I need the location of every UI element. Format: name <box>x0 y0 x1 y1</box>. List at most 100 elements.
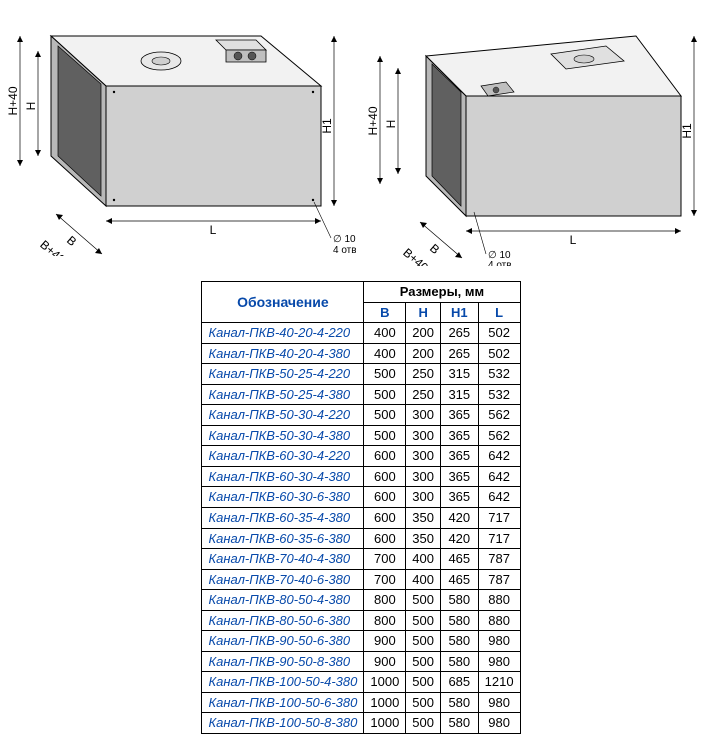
value-cell: 200 <box>406 323 441 344</box>
value-cell: 580 <box>441 590 479 611</box>
value-cell: 200 <box>406 343 441 364</box>
table-row: Канал-ПКВ-60-30-4-380600300365642 <box>202 466 520 487</box>
value-cell: 420 <box>441 508 479 529</box>
value-cell: 420 <box>441 528 479 549</box>
model-cell: Канал-ПКВ-90-50-6-380 <box>202 631 364 652</box>
value-cell: 250 <box>406 384 441 405</box>
value-cell: 500 <box>364 405 406 426</box>
value-cell: 300 <box>406 446 441 467</box>
model-cell: Канал-ПКВ-70-40-4-380 <box>202 549 364 570</box>
column-header: B <box>364 302 406 323</box>
table-row: Канал-ПКВ-80-50-4-380800500580880 <box>202 590 520 611</box>
model-cell: Канал-ПКВ-50-30-4-380 <box>202 425 364 446</box>
dim-H1-r: H1 <box>680 123 694 139</box>
table-row: Канал-ПКВ-90-50-8-380900500580980 <box>202 651 520 672</box>
column-header: H <box>406 302 441 323</box>
value-cell: 500 <box>406 631 441 652</box>
value-cell: 300 <box>406 405 441 426</box>
value-cell: 1210 <box>478 672 520 693</box>
dimensions-header: Размеры, мм <box>364 282 520 303</box>
value-cell: 315 <box>441 384 479 405</box>
value-cell: 350 <box>406 508 441 529</box>
value-cell: 700 <box>364 569 406 590</box>
value-cell: 880 <box>478 610 520 631</box>
dim-Hplus40: H+40 <box>6 86 20 115</box>
value-cell: 465 <box>441 569 479 590</box>
table-row: Канал-ПКВ-60-35-6-380600350420717 <box>202 528 520 549</box>
designation-header: Обозначение <box>202 282 364 323</box>
model-cell: Канал-ПКВ-60-35-4-380 <box>202 508 364 529</box>
value-cell: 642 <box>478 487 520 508</box>
value-cell: 1000 <box>364 692 406 713</box>
value-cell: 365 <box>441 466 479 487</box>
diagram-right: H+40 H H1 L B B+40 ∅ 10 <box>366 6 716 271</box>
value-cell: 500 <box>406 590 441 611</box>
value-cell: 900 <box>364 651 406 672</box>
model-cell: Канал-ПКВ-40-20-4-380 <box>202 343 364 364</box>
value-cell: 500 <box>406 713 441 734</box>
value-cell: 365 <box>441 425 479 446</box>
value-cell: 400 <box>364 343 406 364</box>
value-cell: 500 <box>406 672 441 693</box>
value-cell: 642 <box>478 446 520 467</box>
value-cell: 265 <box>441 343 479 364</box>
value-cell: 980 <box>478 713 520 734</box>
value-cell: 365 <box>441 446 479 467</box>
value-cell: 580 <box>441 713 479 734</box>
dim-H: H <box>24 102 38 111</box>
model-cell: Канал-ПКВ-50-25-4-380 <box>202 384 364 405</box>
dim-B: B <box>64 233 79 249</box>
value-cell: 600 <box>364 528 406 549</box>
model-cell: Канал-ПКВ-60-30-4-380 <box>202 466 364 487</box>
table-row: Канал-ПКВ-90-50-6-380900500580980 <box>202 631 520 652</box>
value-cell: 580 <box>441 692 479 713</box>
value-cell: 532 <box>478 384 520 405</box>
value-cell: 800 <box>364 610 406 631</box>
table-row: Канал-ПКВ-50-30-4-380500300365562 <box>202 425 520 446</box>
value-cell: 1000 <box>364 713 406 734</box>
value-cell: 787 <box>478 549 520 570</box>
value-cell: 562 <box>478 405 520 426</box>
diagram-left: H H+40 H1 L B B+40 <box>6 6 356 271</box>
model-cell: Канал-ПКВ-50-25-4-220 <box>202 364 364 385</box>
value-cell: 315 <box>441 364 479 385</box>
value-cell: 1000 <box>364 672 406 693</box>
dim-Bplus40-r: B+40 <box>400 245 431 266</box>
table-row: Канал-ПКВ-100-50-8-3801000500580980 <box>202 713 520 734</box>
value-cell: 580 <box>441 631 479 652</box>
value-cell: 400 <box>406 549 441 570</box>
value-cell: 800 <box>364 590 406 611</box>
value-cell: 700 <box>364 549 406 570</box>
model-cell: Канал-ПКВ-90-50-8-380 <box>202 651 364 672</box>
model-cell: Канал-ПКВ-60-35-6-380 <box>202 528 364 549</box>
dimensions-table: Обозначение Размеры, мм BHH1L Канал-ПКВ-… <box>201 281 520 734</box>
dim-hole-diam: ∅ 10 <box>333 234 356 245</box>
table-row: Канал-ПКВ-50-25-4-220500250315532 <box>202 364 520 385</box>
model-cell: Канал-ПКВ-80-50-6-380 <box>202 610 364 631</box>
value-cell: 465 <box>441 549 479 570</box>
table-row: Канал-ПКВ-60-30-6-380600300365642 <box>202 487 520 508</box>
value-cell: 600 <box>364 508 406 529</box>
value-cell: 980 <box>478 651 520 672</box>
table-row: Канал-ПКВ-50-25-4-380500250315532 <box>202 384 520 405</box>
value-cell: 685 <box>441 672 479 693</box>
table-row: Канал-ПКВ-100-50-6-3801000500580980 <box>202 692 520 713</box>
value-cell: 500 <box>406 651 441 672</box>
value-cell: 900 <box>364 631 406 652</box>
table-row: Канал-ПКВ-60-30-4-220600300365642 <box>202 446 520 467</box>
table-row: Канал-ПКВ-70-40-6-380700400465787 <box>202 569 520 590</box>
model-cell: Канал-ПКВ-60-30-4-220 <box>202 446 364 467</box>
dim-L: L <box>210 223 217 237</box>
value-cell: 300 <box>406 487 441 508</box>
table-row: Канал-ПКВ-100-50-4-38010005006851210 <box>202 672 520 693</box>
value-cell: 500 <box>364 425 406 446</box>
value-cell: 265 <box>441 323 479 344</box>
value-cell: 717 <box>478 508 520 529</box>
value-cell: 600 <box>364 487 406 508</box>
value-cell: 787 <box>478 569 520 590</box>
value-cell: 642 <box>478 466 520 487</box>
value-cell: 500 <box>364 384 406 405</box>
value-cell: 400 <box>406 569 441 590</box>
dim-hole-count: 4 отв. <box>333 245 356 256</box>
value-cell: 717 <box>478 528 520 549</box>
